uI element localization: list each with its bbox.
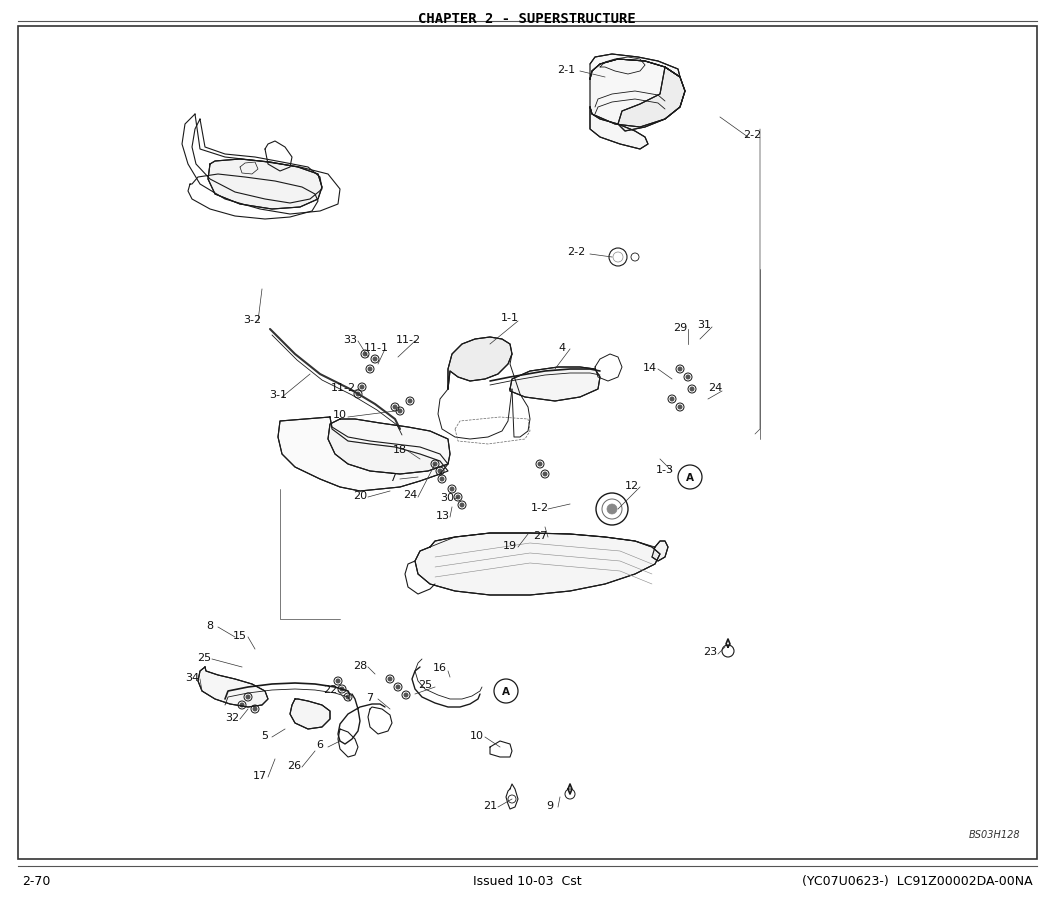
Circle shape	[678, 406, 682, 410]
Circle shape	[670, 398, 674, 401]
Text: 10: 10	[469, 731, 484, 741]
Text: 25: 25	[418, 679, 433, 689]
Text: 3-2: 3-2	[243, 315, 261, 325]
Text: 2-70: 2-70	[22, 875, 51, 888]
Polygon shape	[590, 60, 685, 128]
Text: 2-1: 2-1	[557, 65, 575, 75]
Polygon shape	[198, 667, 268, 707]
Circle shape	[543, 473, 546, 476]
Text: 23: 23	[703, 647, 717, 657]
Circle shape	[404, 694, 408, 697]
Circle shape	[398, 410, 402, 413]
Text: CHAPTER 2 - SUPERSTRUCTURE: CHAPTER 2 - SUPERSTRUCTURE	[418, 12, 636, 26]
Polygon shape	[415, 533, 660, 595]
Text: 17: 17	[253, 770, 267, 780]
Circle shape	[460, 503, 464, 507]
Polygon shape	[328, 419, 450, 474]
Circle shape	[337, 679, 340, 683]
Circle shape	[360, 386, 364, 390]
Text: 34: 34	[185, 672, 199, 682]
Text: 24: 24	[403, 490, 417, 500]
Text: 32: 32	[225, 713, 239, 723]
Text: 30: 30	[440, 492, 454, 502]
Circle shape	[346, 695, 350, 699]
Circle shape	[388, 677, 391, 681]
Text: 12: 12	[625, 481, 639, 491]
Text: 15: 15	[233, 630, 247, 640]
Text: 29: 29	[673, 323, 687, 333]
Text: 24: 24	[708, 382, 722, 392]
Circle shape	[253, 707, 256, 711]
Circle shape	[450, 488, 454, 492]
Circle shape	[363, 353, 367, 356]
Text: 14: 14	[642, 363, 657, 373]
Circle shape	[456, 496, 460, 499]
Circle shape	[357, 392, 360, 396]
Text: A: A	[502, 686, 510, 696]
Text: (YC07U0623-)  LC91Z00002DA-00NA: (YC07U0623-) LC91Z00002DA-00NA	[803, 875, 1033, 888]
Text: 33: 33	[343, 335, 357, 345]
Text: 26: 26	[287, 760, 301, 770]
Text: 5: 5	[262, 731, 269, 741]
Text: 2-2: 2-2	[567, 247, 586, 257]
Circle shape	[373, 358, 377, 362]
Text: Issued 10-03  Cst: Issued 10-03 Cst	[473, 875, 581, 888]
Circle shape	[246, 695, 250, 699]
Text: 11-2: 11-2	[330, 382, 356, 392]
Text: 25: 25	[197, 652, 211, 662]
Text: 2-2: 2-2	[743, 130, 761, 140]
Circle shape	[241, 704, 244, 707]
Text: A: A	[686, 473, 694, 483]
Polygon shape	[448, 337, 512, 390]
Text: 20: 20	[353, 491, 367, 501]
Text: 16: 16	[433, 662, 447, 672]
Circle shape	[408, 400, 411, 403]
Circle shape	[394, 406, 397, 410]
Polygon shape	[590, 108, 648, 150]
Text: 13: 13	[436, 511, 450, 520]
Circle shape	[538, 463, 542, 466]
Text: 19: 19	[503, 540, 517, 550]
Polygon shape	[510, 368, 600, 401]
Polygon shape	[279, 418, 448, 492]
Circle shape	[438, 470, 442, 474]
Text: 7: 7	[366, 692, 373, 703]
Text: BS03H128: BS03H128	[968, 829, 1020, 839]
Text: 22: 22	[323, 685, 338, 695]
Text: 7: 7	[389, 473, 397, 483]
Text: 4: 4	[558, 343, 565, 353]
Text: 1-2: 1-2	[531, 502, 549, 512]
Circle shape	[440, 478, 444, 482]
Circle shape	[340, 687, 344, 691]
Text: 10: 10	[333, 410, 347, 419]
Text: 21: 21	[483, 800, 497, 810]
Circle shape	[690, 388, 694, 391]
Polygon shape	[618, 68, 685, 132]
Text: 11-1: 11-1	[364, 343, 388, 353]
Circle shape	[678, 368, 682, 372]
Text: 31: 31	[697, 319, 711, 329]
Text: 18: 18	[392, 445, 407, 455]
Text: 8: 8	[207, 621, 213, 630]
Circle shape	[686, 376, 690, 380]
Text: 28: 28	[352, 660, 367, 670]
Text: 9: 9	[546, 800, 554, 810]
Text: 1-3: 1-3	[656, 465, 674, 474]
Text: 27: 27	[533, 530, 548, 540]
Polygon shape	[208, 160, 322, 210]
Circle shape	[434, 463, 437, 466]
Polygon shape	[652, 541, 668, 561]
Text: 11-2: 11-2	[396, 335, 421, 345]
Circle shape	[397, 686, 400, 689]
Polygon shape	[590, 55, 680, 80]
Text: 6: 6	[316, 739, 324, 750]
Text: 3-1: 3-1	[269, 390, 287, 400]
Circle shape	[368, 368, 371, 372]
Polygon shape	[290, 699, 330, 729]
Text: 1-1: 1-1	[501, 313, 519, 323]
Circle shape	[607, 504, 617, 514]
